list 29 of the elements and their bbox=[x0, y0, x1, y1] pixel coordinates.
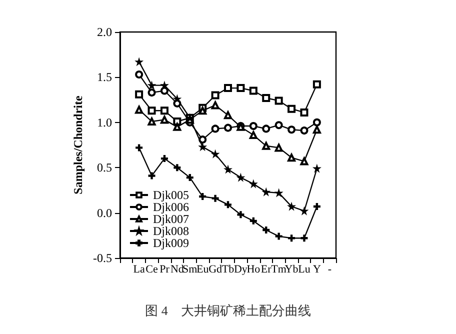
x-tick-label: Lu bbox=[298, 264, 311, 276]
x-tick-label: Er bbox=[260, 264, 272, 276]
x-tick-label: - bbox=[328, 264, 332, 276]
y-tick-label: 0.0 bbox=[97, 206, 112, 220]
x-tick-label: Sm bbox=[182, 264, 198, 276]
y-tick-label: -0.5 bbox=[93, 251, 112, 265]
legend-label: Djk007 bbox=[153, 212, 189, 226]
x-tick-label: La bbox=[133, 264, 145, 276]
x-tick-label: Ce bbox=[146, 264, 158, 276]
y-axis-title: Samples/Chondrite bbox=[71, 94, 85, 194]
text: 图 4 大井铜矿稀土配分曲线 bbox=[145, 303, 311, 318]
x-tick-label: Nd bbox=[170, 264, 184, 276]
y-tick-label: 2.0 bbox=[97, 25, 112, 39]
x-tick-label: Eu bbox=[196, 264, 210, 276]
x-tick-label: Gd bbox=[208, 264, 223, 276]
legend-label: Djk008 bbox=[153, 224, 189, 238]
y-tick-label: 1.0 bbox=[97, 115, 112, 130]
y-tick-label: 1.5 bbox=[97, 70, 112, 84]
x-tick-label: Pr bbox=[160, 264, 170, 276]
legend-label: Djk009 bbox=[153, 236, 189, 250]
x-tick-label: Dy bbox=[234, 264, 248, 276]
legend-label: Djk006 bbox=[153, 200, 189, 214]
x-tick-label: Tm bbox=[271, 264, 287, 276]
x-tick-label: Y bbox=[312, 264, 321, 276]
x-tick-label: Tb bbox=[222, 264, 235, 276]
legend-label: Djk005 bbox=[153, 188, 189, 202]
y-tick-label: 0.5 bbox=[97, 160, 112, 175]
x-tick-label: Ho bbox=[246, 264, 261, 276]
x-tick-label: Yb bbox=[284, 264, 299, 276]
